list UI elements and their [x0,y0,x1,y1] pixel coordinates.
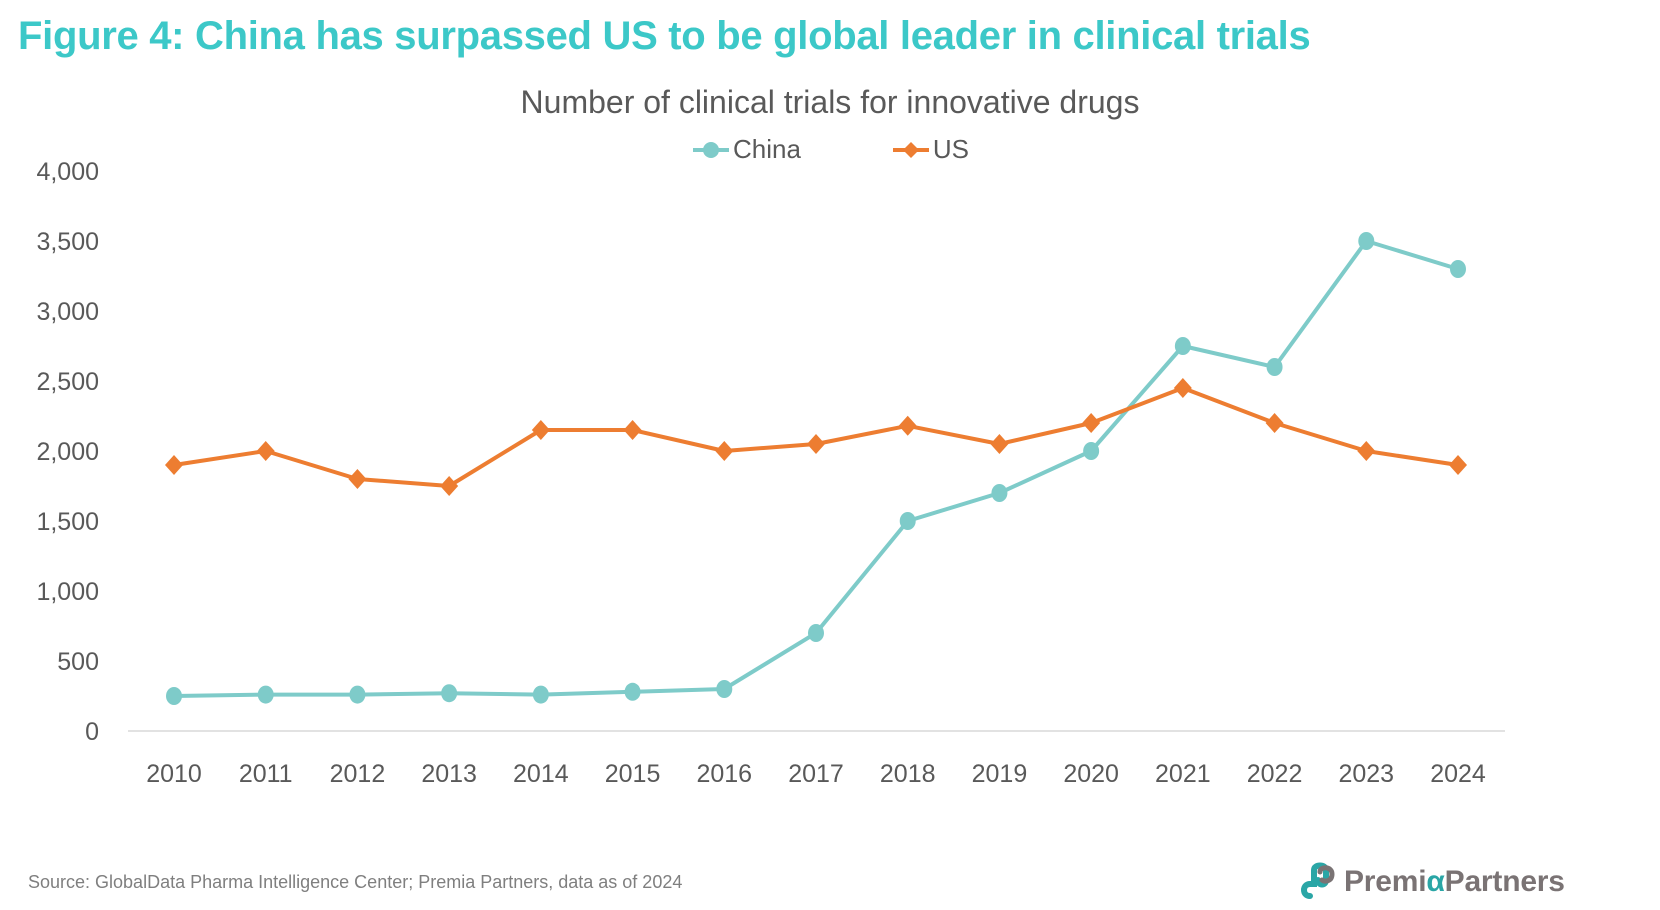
logo-alpha: α [1426,865,1445,898]
data-point-china [349,685,366,704]
data-point-us [990,434,1009,454]
data-point-us [1173,378,1192,398]
data-point-us [440,476,459,496]
data-point-china [1266,358,1283,376]
y-tick-label: 4,000 [36,158,99,186]
x-tick-label: 2019 [972,760,1028,788]
circle-marker-icon [692,141,729,158]
y-tick-label: 500 [57,648,99,676]
y-tick-label: 1,000 [36,578,99,606]
data-point-us [348,469,367,489]
x-tick-label: 2014 [513,760,569,788]
data-point-china [441,684,458,703]
data-point-china [991,484,1008,502]
y-tick-label: 2,000 [36,438,99,466]
legend-item-us: US [891,134,969,165]
logo-text-partners: Partners [1444,865,1565,898]
data-point-china [716,680,733,698]
data-point-us [1265,413,1284,433]
legend-label-us: US [932,134,970,164]
data-point-china [1174,337,1191,355]
x-tick-label: 2024 [1430,760,1486,788]
diamond-marker-icon [892,141,929,158]
data-point-us [623,420,642,440]
data-point-china [624,682,641,701]
y-tick-label: 0 [85,718,99,746]
data-point-us [256,441,275,461]
data-point-us [531,420,550,440]
data-point-us [1449,455,1467,475]
x-tick-label: 2016 [696,760,752,788]
y-tick-label: 3,000 [36,298,99,326]
premia-logo-icon [1301,862,1335,899]
data-point-us [1357,441,1376,461]
legend-item-china: China [691,134,801,165]
data-point-us [898,415,917,436]
x-tick-label: 2012 [330,760,386,788]
x-tick-label: 2022 [1247,760,1303,788]
x-tick-label: 2023 [1338,760,1394,788]
x-tick-label: 2011 [239,760,293,788]
legend-label-china: China [732,134,801,164]
chart-title: Number of clinical trials for innovative… [520,84,1140,120]
data-point-us [1082,413,1101,433]
x-tick-label: 2020 [1063,760,1119,788]
data-point-china [1083,442,1100,460]
chart-legend: China US [0,134,1660,165]
data-point-us [165,455,183,475]
data-point-us [715,441,734,461]
x-tick-label: 2013 [421,760,477,788]
logo-text: PremiαPartners [1344,865,1565,899]
y-tick-label: 1,500 [36,508,99,536]
logo-text-premi: Premi [1344,865,1427,898]
x-tick-label: 2021 [1155,760,1211,788]
source-note: Source: GlobalData Pharma Intelligence C… [28,872,683,892]
x-tick-label: 2018 [880,760,936,788]
figure-title: Figure 4: China has surpassed US to be g… [18,14,1311,58]
x-tick-label: 2017 [788,760,844,788]
x-tick-label: 2010 [146,760,202,788]
y-tick-label: 2,500 [36,368,99,396]
data-point-china [1450,260,1466,278]
data-point-china [808,624,824,642]
line-chart: 0 500 1,000 1,500 2,000 2,500 3,000 3,500 4,000 2… [36,158,1505,788]
x-tick-label: 2015 [605,760,661,788]
data-point-china [1358,232,1375,250]
y-tick-label: 3,500 [36,228,99,256]
premia-logo: PremiαPartners [1300,862,1565,902]
data-point-china [899,512,916,530]
data-point-us [807,434,825,454]
data-point-china [257,685,274,704]
data-point-china [532,685,549,704]
data-point-china [166,687,182,705]
